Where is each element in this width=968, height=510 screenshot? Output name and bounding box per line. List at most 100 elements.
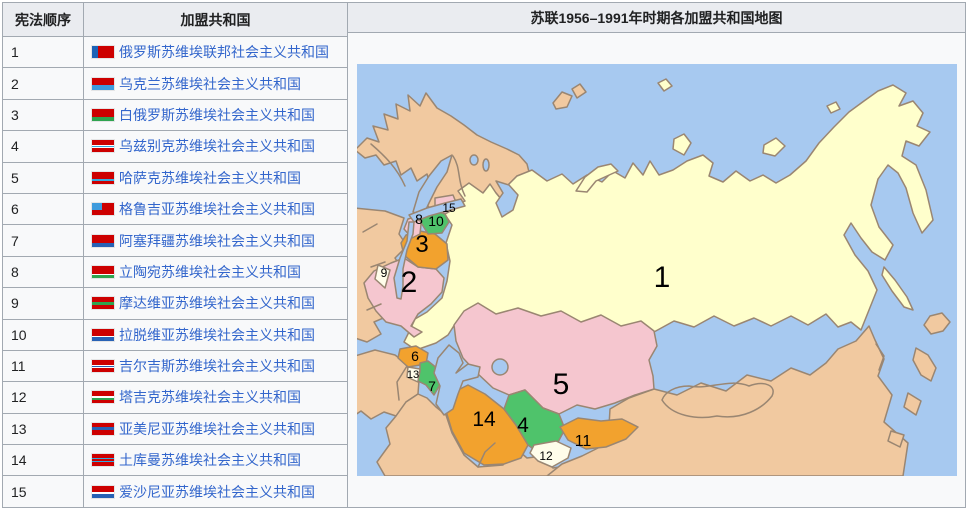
table-row: 12 塔吉克苏维埃社会主义共和国 [2, 381, 348, 414]
lake-ladoga [468, 154, 479, 166]
republic-cell: 拉脱维亚苏维埃社会主义共和国 [83, 318, 348, 351]
table-row: 11 吉尔吉斯苏维埃社会主义共和国 [2, 349, 348, 383]
republic-flag-icon [92, 46, 114, 59]
republic-flag-icon [92, 234, 114, 247]
map-region-number: 8 [415, 211, 423, 227]
republic-flag-icon [92, 454, 114, 467]
republic-cell: 哈萨克苏维埃社会主义共和国 [83, 161, 348, 194]
table-row: 6 格鲁吉亚苏维埃社会主义共和国 [2, 192, 348, 226]
republic-flag-icon [92, 265, 114, 278]
republic-flag-icon [92, 297, 114, 310]
border-turkey-iran [395, 365, 408, 401]
region-11-kirghiz [558, 417, 639, 450]
border-mongolia [660, 382, 774, 419]
aral-sea [490, 358, 509, 376]
republic-flag-icon [92, 422, 114, 435]
republic-link[interactable]: 摩达维亚苏维埃社会主义共和国 [119, 295, 315, 312]
map-region-number: 10 [428, 213, 444, 229]
table-row: 13 亚美尼亚苏维埃社会主义共和国 [2, 412, 348, 446]
table-row: 7 阿塞拜疆苏维埃社会主义共和国 [2, 224, 348, 257]
table-row: 5 哈萨克苏维埃社会主义共和国 [2, 161, 348, 194]
republic-cell: 土库曼苏维埃社会主义共和国 [83, 444, 348, 477]
border-finland-ussr [451, 155, 466, 197]
map-region-number: 4 [517, 414, 529, 437]
republic-cell: 俄罗斯苏维埃联邦社会主义共和国 [83, 35, 348, 69]
region-14-turkmen [444, 384, 529, 466]
order-cell: 11 [2, 349, 84, 383]
republic-cell: 塔吉克苏维埃社会主义共和国 [83, 381, 348, 414]
order-cell: 14 [2, 444, 84, 477]
republic-link[interactable]: 吉尔吉斯苏维埃社会主义共和国 [119, 358, 315, 375]
republic-link[interactable]: 乌兹别克苏维埃社会主义共和国 [119, 138, 315, 155]
table-header-row: 宪法顺序 加盟共和国 [2, 2, 348, 37]
republics-table: 宪法顺序 加盟共和国 1 俄罗斯苏维埃联邦社会主义共和国 2 乌克兰苏维埃社会主义共和… [2, 2, 348, 508]
republic-cell: 亚美尼亚苏维埃社会主义共和国 [83, 412, 348, 446]
border-europe-2 [369, 261, 386, 268]
border-norway-sweden [369, 143, 406, 187]
republic-link[interactable]: 爱沙尼亚苏维埃社会主义共和国 [119, 483, 315, 500]
republic-link[interactable]: 塔吉克苏维埃社会主义共和国 [119, 389, 301, 406]
republic-flag-icon [92, 391, 114, 404]
order-cell: 8 [2, 255, 84, 289]
map-region-number: 1 [653, 261, 670, 294]
map-region-number: 9 [380, 266, 387, 280]
order-cell: 9 [2, 287, 84, 320]
baltic-sea [392, 221, 415, 300]
order-cell: 5 [2, 161, 84, 194]
island-honshu [911, 347, 937, 382]
order-cell: 15 [2, 475, 84, 508]
order-cell: 6 [2, 192, 84, 226]
island-japan-kyushu [886, 430, 905, 448]
region-9-moldavia [373, 264, 391, 289]
border-europe-1 [361, 223, 378, 233]
republic-cell: 摩达维亚苏维埃社会主义共和国 [83, 287, 348, 320]
island-franz-josef [656, 78, 673, 92]
white-sea [494, 180, 519, 218]
island-svalbard-1 [551, 91, 573, 110]
republic-link[interactable]: 格鲁吉亚苏维埃社会主义共和国 [119, 201, 315, 218]
map-region-number: 15 [442, 201, 456, 215]
order-cell: 12 [2, 381, 84, 414]
lake-onega [481, 158, 490, 172]
republic-link[interactable]: 拉脱维亚苏维埃社会主义共和国 [119, 326, 315, 343]
region-5-kazakh [452, 302, 658, 415]
island-hokkaido [922, 312, 951, 335]
order-cell: 7 [2, 224, 84, 257]
republic-link[interactable]: 土库曼苏维埃社会主义共和国 [119, 452, 301, 469]
map-image[interactable]: 1 2 3 4 5 6 7 8 9 10 11 12 13 14 15 [348, 33, 965, 507]
table-row: 1 俄罗斯苏维埃联邦社会主义共和国 [2, 35, 348, 69]
island-sakhalin [880, 266, 914, 311]
table-row: 14 土库曼苏维埃社会主义共和国 [2, 444, 348, 477]
republic-link[interactable]: 俄罗斯苏维埃联邦社会主义共和国 [119, 44, 329, 61]
republic-link[interactable]: 阿塞拜疆苏维埃社会主义共和国 [119, 232, 315, 249]
republic-cell: 乌兹别克苏维埃社会主义共和国 [83, 130, 348, 163]
republic-cell: 爱沙尼亚苏维埃社会主义共和国 [83, 475, 348, 508]
border-europe-3 [365, 303, 382, 311]
island-severnaya-zemlya [671, 133, 692, 156]
republic-flag-icon [92, 77, 114, 90]
republic-flag-icon [92, 328, 114, 341]
order-cell: 3 [2, 98, 84, 132]
republic-link[interactable]: 亚美尼亚苏维埃社会主义共和国 [119, 420, 315, 437]
republic-flag-icon [92, 203, 114, 216]
map-region-number: 6 [411, 348, 419, 364]
map-region-number: 7 [428, 378, 436, 394]
republic-cell: 白俄罗斯苏维埃社会主义共和国 [83, 98, 348, 132]
map-region-number: 11 [574, 433, 591, 450]
map-title: 苏联1956–1991年时期各加盟共和国地图 [348, 3, 965, 33]
table-row: 8 立陶宛苏维埃社会主义共和国 [2, 255, 348, 289]
border-korea [874, 343, 885, 371]
table-row: 9 摩达维亚苏维埃社会主义共和国 [2, 287, 348, 320]
border-iran-afghanistan [476, 442, 496, 468]
republic-link[interactable]: 立陶宛苏维埃社会主义共和国 [119, 263, 301, 280]
republic-link[interactable]: 哈萨克苏维埃社会主义共和国 [119, 169, 301, 186]
island-wrangel [825, 101, 841, 114]
table-row: 15 爱沙尼亚苏维埃社会主义共和国 [2, 475, 348, 508]
region-12-tajik [528, 440, 572, 468]
republic-link[interactable]: 白俄罗斯苏维埃社会主义共和国 [119, 106, 315, 123]
republic-link[interactable]: 乌克兰苏维埃社会主义共和国 [119, 75, 301, 92]
order-cell: 2 [2, 67, 84, 100]
